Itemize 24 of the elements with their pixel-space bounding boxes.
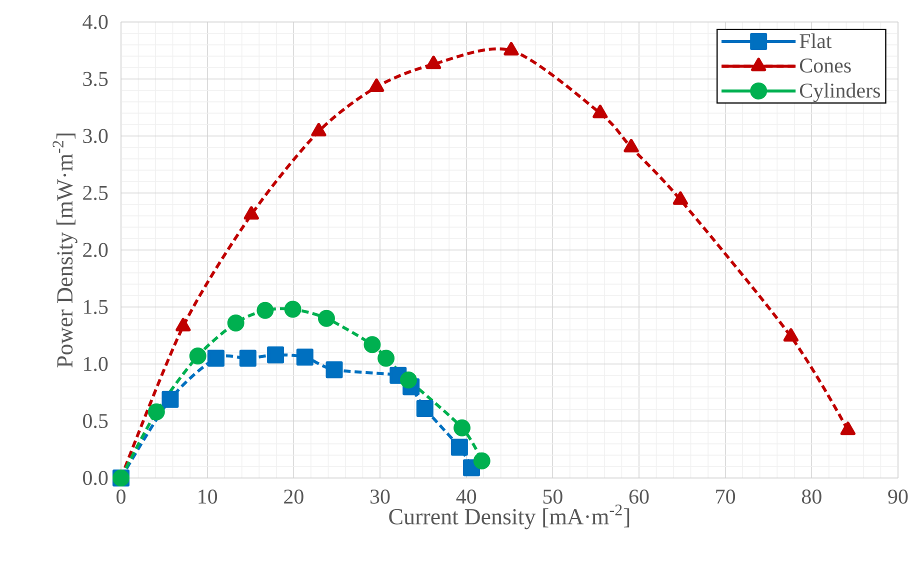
legend-label: Cones	[800, 58, 851, 73]
x-tick-label: 30	[370, 490, 390, 504]
x-tick-label: 80	[802, 490, 822, 504]
x-tick-label: 50	[543, 490, 562, 504]
x-tick-label: 0	[116, 490, 126, 504]
x-tick-label: 20	[284, 490, 304, 504]
legend-label: Flat	[800, 33, 832, 48]
y-tick-label: 3.0	[83, 128, 108, 144]
legend-label: Cylinders	[800, 82, 880, 102]
y-tick-label: 3.5	[83, 72, 108, 86]
y-axis-title: Power Density [mW·m$^{-2}$]	[52, 134, 78, 368]
y-tick-label: 2.0	[83, 242, 108, 258]
x-tick-label: 70	[716, 490, 736, 504]
x-tick-label: 60	[629, 490, 649, 504]
x-tick-label: 10	[198, 490, 218, 504]
y-tick-label: 0.0	[83, 470, 108, 486]
y-tick-label: 2.5	[83, 186, 108, 200]
y-tick-label: 1.5	[84, 300, 108, 314]
y-tick-label: 4.0	[82, 14, 108, 30]
x-tick-label: 90	[888, 490, 908, 504]
y-tick-label: 0.5	[83, 414, 108, 428]
y-tick-label: 1.0	[84, 356, 108, 372]
x-tick-label: 40	[456, 490, 476, 504]
x-axis-title: Current Density [mA·m$^{-2}$]	[389, 504, 630, 530]
